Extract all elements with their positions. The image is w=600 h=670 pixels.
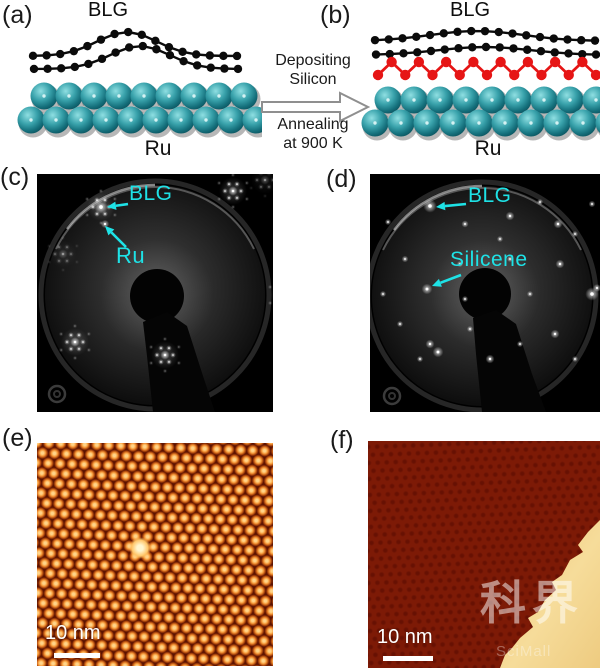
panel-c-label: (c) [0, 163, 30, 191]
schematic-a-canvas [17, 27, 262, 138]
stm-f-terrace [500, 520, 600, 668]
stm-e-panel: 10 nm [37, 443, 273, 666]
stm-f-scale-label: 10 nm [377, 626, 433, 648]
stm-e-scale-label: 10 nm [45, 622, 101, 644]
process-line2: Silicon [289, 71, 337, 88]
watermark-cn: 科界 [480, 578, 584, 629]
leed-c-ru-annotation: Ru [116, 243, 146, 268]
panel-a-ru-label: Ru [144, 137, 172, 160]
panel-b-ru-label: Ru [474, 137, 502, 160]
panel-b-blg-label: BLG [449, 0, 491, 21]
stm-f-panel: 科界 SciMall 10 nm [368, 441, 600, 668]
leed-d-canvas [370, 174, 600, 412]
leed-d-blg-annotation: BLG [468, 184, 512, 207]
panel-a-blg-label: BLG [88, 0, 129, 21]
leed-c-canvas [37, 174, 273, 412]
leed-c-blg-annotation: BLG [129, 182, 173, 205]
process-line4: at 900 K [283, 135, 343, 152]
process-line1: Depositing [275, 52, 351, 69]
stm-f-scale-bar [383, 656, 433, 661]
process-text-bottom: Annealing at 900 K [250, 115, 376, 153]
stm-e-bright-spot [129, 537, 151, 559]
panel-e-label: (e) [2, 424, 33, 452]
process-text-top: Depositing Silicon [250, 51, 376, 89]
leed-c-panel: BLG Ru [37, 174, 273, 412]
stm-e-scale-bar [54, 653, 100, 658]
panel-d-label: (d) [326, 165, 357, 193]
watermark-en: SciMall [496, 643, 552, 660]
panel-f-label: (f) [330, 426, 354, 454]
leed-d-silicene-annotation: Silicene [450, 248, 528, 271]
process-arrow-icon [261, 91, 371, 123]
process-line3: Annealing [277, 116, 349, 133]
schematic-b-canvas [361, 26, 600, 141]
panel-b-label: (b) [320, 1, 351, 29]
leed-d-panel: BLG Silicene [370, 174, 600, 412]
panel-a-label: (a) [2, 1, 33, 29]
